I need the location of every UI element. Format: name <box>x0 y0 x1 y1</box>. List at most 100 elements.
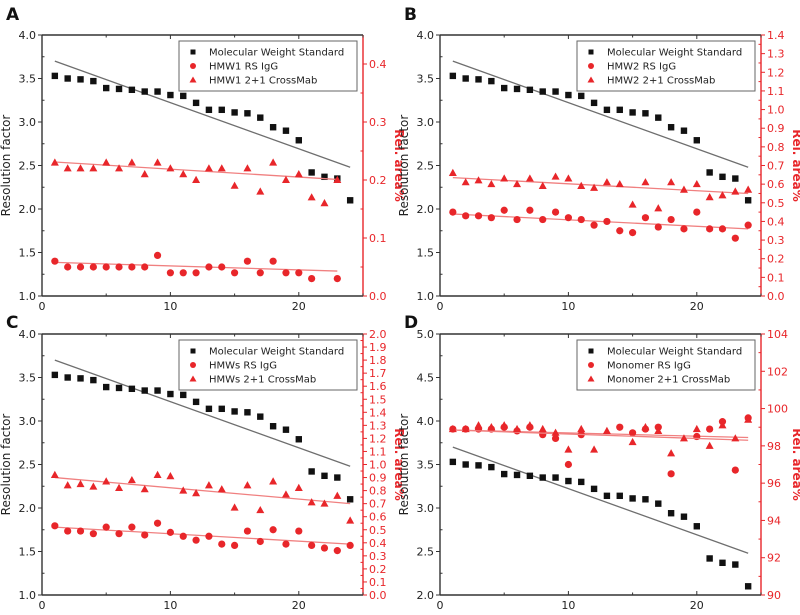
legend-entry: HMWs RS IgG <box>209 361 277 372</box>
data-point-triangle <box>641 423 650 431</box>
series-0 <box>51 60 354 204</box>
data-point-square <box>578 92 585 100</box>
data-point-square <box>231 109 238 116</box>
y-tick-label: 1.5 <box>417 247 435 260</box>
fit-line <box>54 261 338 272</box>
y2-tick-label: 94 <box>767 514 781 527</box>
data-point-square <box>64 75 71 82</box>
data-point-triangle <box>654 426 663 434</box>
data-point-triangle <box>525 174 534 182</box>
y2-tick-label: 0.7 <box>369 498 387 511</box>
data-point-square <box>282 426 290 433</box>
data-point-square <box>680 513 688 520</box>
data-point-circle <box>487 214 495 222</box>
data-point-triangle <box>102 158 111 166</box>
y2-tick-label: 1.4 <box>767 29 785 42</box>
data-point-triangle <box>333 491 342 499</box>
y-tick-label: 1.0 <box>19 589 37 602</box>
data-point-square <box>513 85 521 93</box>
data-point-circle <box>295 527 303 535</box>
x-tick-label: 20 <box>292 599 306 612</box>
data-point-square <box>231 408 238 415</box>
data-point-triangle <box>628 200 637 208</box>
data-point-circle <box>102 263 110 271</box>
data-point-square <box>732 175 739 182</box>
data-point-circle <box>51 522 59 530</box>
legend-box <box>576 339 756 391</box>
y-tick-label: 5.0 <box>417 328 435 341</box>
data-point-triangle <box>461 424 470 433</box>
data-point-square <box>308 169 315 176</box>
data-point-square <box>257 413 264 420</box>
legend-entry: HMW2 2+1 CrossMab <box>607 76 715 87</box>
data-point-square <box>449 72 457 80</box>
data-point-triangle <box>602 426 611 434</box>
y2-tick-label: 100 <box>767 403 788 416</box>
panel-label: D <box>404 313 418 333</box>
data-point-triangle <box>654 204 663 212</box>
data-point-square <box>501 84 508 92</box>
legend-marker-triangle <box>189 76 197 83</box>
data-point-square <box>655 114 662 121</box>
data-point-square <box>154 387 161 394</box>
legend-entry: HMW2 RS IgG <box>607 62 676 73</box>
data-point-circle <box>166 528 174 536</box>
data-point-triangle <box>564 445 573 453</box>
data-point-circle <box>744 221 752 229</box>
y2-tick-label: 1.1 <box>369 445 387 458</box>
data-point-circle <box>718 225 727 233</box>
y2-tick-label: 0.3 <box>767 234 785 247</box>
data-point-square <box>488 463 495 471</box>
y-tick-label: 1.0 <box>417 290 435 303</box>
y2-tick-label: 0.9 <box>767 122 785 135</box>
data-point-triangle <box>269 477 278 485</box>
data-point-circle <box>115 530 123 538</box>
data-point-triangle <box>307 498 316 506</box>
data-point-circle <box>76 263 85 271</box>
data-point-circle <box>256 537 264 546</box>
legend-marker-square <box>588 348 594 354</box>
data-point-square <box>667 510 675 517</box>
y-tick-label: 4.0 <box>417 415 435 428</box>
x-tick-label: 20 <box>690 599 704 612</box>
data-point-square <box>128 86 136 94</box>
data-point-triangle <box>628 437 637 446</box>
panel-c: C0 10 201.01.52.02.53.03.54.00.00.10.20.30… <box>0 313 406 612</box>
panel-label: B <box>404 5 417 25</box>
y-tick-label: 2.5 <box>417 160 435 173</box>
legend: Molecular Weight Standard HMWs RS IgG HMWs… <box>178 339 358 391</box>
data-point-triangle <box>615 179 624 188</box>
data-point-square <box>90 376 97 384</box>
data-point-circle <box>269 526 277 534</box>
data-point-triangle <box>166 164 175 172</box>
fit-line <box>54 476 351 505</box>
y-tick-label: 4.5 <box>417 372 435 385</box>
data-point-circle <box>269 257 277 265</box>
data-point-triangle <box>474 176 483 184</box>
legend-marker-triangle <box>189 375 197 382</box>
data-point-circle <box>89 530 97 538</box>
y2-tick-label: 96 <box>767 477 781 490</box>
data-point-square <box>565 91 572 99</box>
y-tick-label: 3.5 <box>417 459 435 472</box>
data-point-square <box>218 405 225 413</box>
y2-tick-label: 0.4 <box>767 215 785 228</box>
y2-tick-label: 102 <box>767 365 788 378</box>
y2-tick-label: 0.3 <box>369 550 387 563</box>
data-point-circle <box>308 541 316 550</box>
series-2 <box>448 168 753 212</box>
data-point-triangle <box>333 175 342 183</box>
data-point-square <box>77 76 84 83</box>
series-2 <box>50 158 342 207</box>
y-tick-label: 2.5 <box>19 459 37 472</box>
data-point-square <box>719 173 726 181</box>
series-2 <box>50 470 355 524</box>
data-point-triangle <box>718 191 727 199</box>
data-point-square <box>269 423 277 430</box>
legend-marker-circle <box>190 63 196 69</box>
data-point-triangle <box>705 441 714 449</box>
fit-line <box>54 60 351 168</box>
data-point-square <box>192 99 200 107</box>
data-point-triangle <box>153 470 162 478</box>
